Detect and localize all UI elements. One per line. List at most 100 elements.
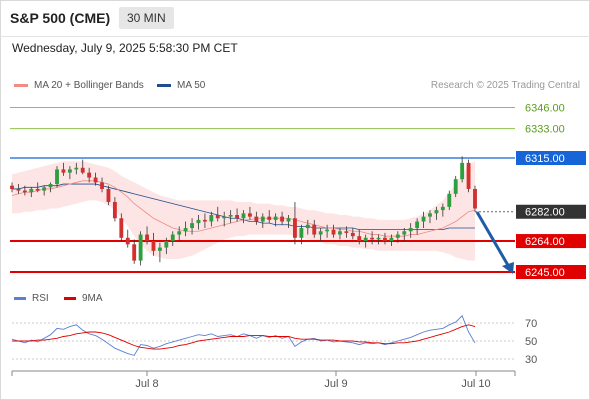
legend-ma50-label: MA 50: [177, 80, 206, 91]
candle-body: [383, 237, 387, 242]
candle-body: [325, 229, 330, 232]
legend-9ma-label: 9MA: [82, 293, 103, 304]
legend-ma50: MA 50: [157, 80, 205, 91]
candle-body: [138, 234, 143, 261]
level-tag-6282-00: [516, 204, 586, 219]
candle-body: [273, 216, 278, 220]
rsi-tick-label-50: 50: [525, 336, 537, 348]
legend-ma20: MA 20 + Bollinger Bands: [14, 80, 144, 91]
candle-body: [112, 201, 117, 219]
symbol-title: S&P 500 (CME): [10, 10, 111, 26]
candle-body: [125, 237, 130, 245]
candle-body: [312, 224, 317, 235]
candle-body: [16, 188, 21, 191]
candle-body: [466, 162, 471, 189]
candle-body: [440, 206, 445, 211]
candle-body: [402, 231, 407, 235]
candle-body: [235, 215, 239, 219]
candle-body: [80, 167, 85, 173]
x-tick-label: Jul 9: [324, 378, 347, 390]
candle-body: [151, 241, 156, 251]
candle-body: [408, 228, 413, 232]
level-label-6346-00: 6346.00: [525, 103, 565, 115]
rsi-tick-label-30: 30: [525, 354, 537, 366]
timestamp: Wednesday, July 9, 2025 5:58:30 PM CET: [12, 41, 238, 55]
candle-body: [170, 234, 175, 242]
candle-body: [338, 231, 342, 235]
candle-body: [61, 169, 66, 173]
candle-body: [473, 188, 477, 209]
candle-body: [344, 231, 349, 233]
x-tick-label: Jul 8: [135, 378, 158, 390]
candle-body: [260, 216, 265, 222]
ma20-swatch: [14, 83, 28, 87]
rsi-9ma-line: [12, 324, 476, 350]
credit-text: Research © 2025 Trading Central: [430, 80, 580, 91]
candle-body: [215, 215, 220, 219]
candle-body: [248, 213, 252, 217]
level-label-6333-00: 6333.00: [525, 124, 565, 136]
candle-body: [145, 234, 149, 242]
candle-body: [370, 237, 375, 240]
candle-body: [241, 213, 246, 219]
ma50-swatch: [157, 83, 171, 87]
candle-body: [55, 169, 59, 185]
candle-body: [183, 228, 188, 232]
legend-rsi-label: RSI: [32, 293, 49, 304]
rsi-tick-label-70: 70: [525, 318, 537, 330]
candle-body: [228, 215, 233, 217]
candle-body: [415, 221, 420, 229]
candle-body: [164, 241, 169, 248]
candle-body: [299, 228, 304, 238]
candle-body: [87, 172, 92, 178]
legend-9ma: 9MA: [64, 293, 103, 304]
candle-body: [10, 185, 14, 189]
x-tick-label: Jul 10: [461, 378, 490, 390]
candle-body: [460, 162, 465, 180]
candle-body: [376, 237, 381, 240]
rsi-line: [11, 315, 476, 356]
projection-arrowhead: [502, 262, 514, 274]
candle-body: [453, 179, 458, 194]
level-tag-6245-00: [516, 265, 586, 279]
ma9-swatch: [64, 296, 76, 300]
level-tag-6315-00: [516, 151, 586, 165]
candle-body: [48, 184, 53, 188]
candle-body: [222, 216, 227, 219]
candle-body: [29, 188, 34, 193]
candle-body: [395, 234, 400, 238]
legend-ma20-label: MA 20 + Bollinger Bands: [34, 80, 144, 91]
candle-body: [434, 210, 439, 214]
level-label-6264-00: 6264.00: [525, 236, 565, 248]
candle-body: [447, 193, 452, 207]
candle-body: [177, 231, 182, 235]
candle-body: [35, 188, 40, 191]
candle-body: [331, 229, 336, 235]
candle-body: [254, 216, 259, 222]
rsi-swatch: [14, 296, 26, 300]
candle-body: [363, 237, 368, 242]
candle-body: [357, 236, 362, 242]
candle-body: [93, 177, 98, 183]
candle-body: [305, 224, 310, 229]
candle-body: [157, 247, 162, 251]
candle-body: [389, 237, 394, 242]
candle-body: [286, 218, 291, 222]
candle-body: [209, 215, 214, 222]
candle-body: [106, 188, 111, 202]
candle-body: [67, 169, 72, 173]
candle-body: [280, 216, 285, 222]
candle-body: [196, 219, 201, 224]
title-bar: S&P 500 (CME) 30 MIN: [0, 0, 590, 36]
candle-body: [190, 223, 194, 229]
legend-rsi: RSI: [14, 293, 49, 304]
candle-body: [350, 232, 355, 237]
candle-body: [22, 190, 27, 193]
candle-body: [74, 167, 79, 170]
candle-body: [119, 218, 124, 238]
title-divider: [0, 36, 590, 37]
candle-body: [132, 244, 137, 261]
timeframe-button[interactable]: 30 MIN: [119, 7, 174, 29]
candle-body: [293, 218, 297, 238]
